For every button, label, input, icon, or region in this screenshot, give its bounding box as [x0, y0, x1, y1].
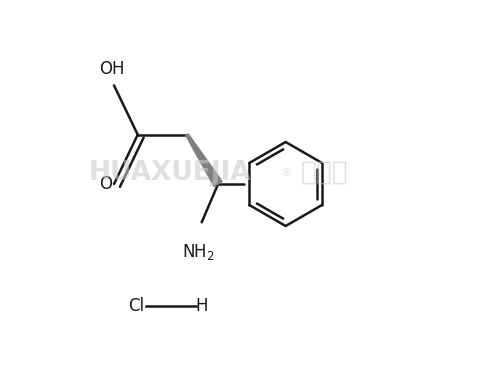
- Polygon shape: [186, 134, 222, 187]
- Text: ®: ®: [280, 168, 291, 178]
- Text: H: H: [195, 297, 208, 315]
- Text: HUAXUEJIA: HUAXUEJIA: [88, 160, 251, 186]
- Text: Cl: Cl: [128, 297, 144, 315]
- Text: 化学加: 化学加: [300, 160, 348, 186]
- Text: OH: OH: [99, 60, 125, 78]
- Text: O: O: [99, 175, 112, 193]
- Text: NH$_2$: NH$_2$: [181, 243, 215, 262]
